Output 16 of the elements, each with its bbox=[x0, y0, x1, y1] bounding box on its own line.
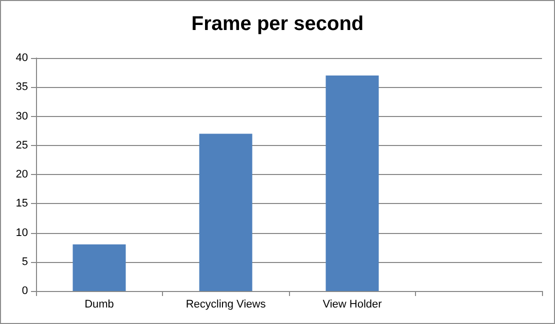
y-tick-label: 15 bbox=[16, 198, 28, 210]
x-tick-label: Recycling Views bbox=[186, 298, 266, 310]
y-tick-label: 40 bbox=[16, 52, 28, 64]
bar bbox=[72, 244, 126, 291]
x-tick-label: Dumb bbox=[84, 298, 114, 310]
chart-title: Frame per second bbox=[191, 13, 364, 35]
y-tick-label: 30 bbox=[16, 110, 28, 122]
bar bbox=[199, 134, 252, 291]
y-tick-label: 5 bbox=[22, 256, 28, 268]
bar bbox=[326, 75, 379, 291]
y-tick-label: 35 bbox=[16, 81, 28, 94]
y-tick-label: 25 bbox=[16, 139, 28, 152]
y-tick-label: 0 bbox=[22, 285, 28, 297]
y-tick-label: 20 bbox=[16, 168, 28, 180]
y-tick-label: 10 bbox=[16, 226, 28, 239]
x-tick-label: View Holder bbox=[322, 298, 382, 310]
